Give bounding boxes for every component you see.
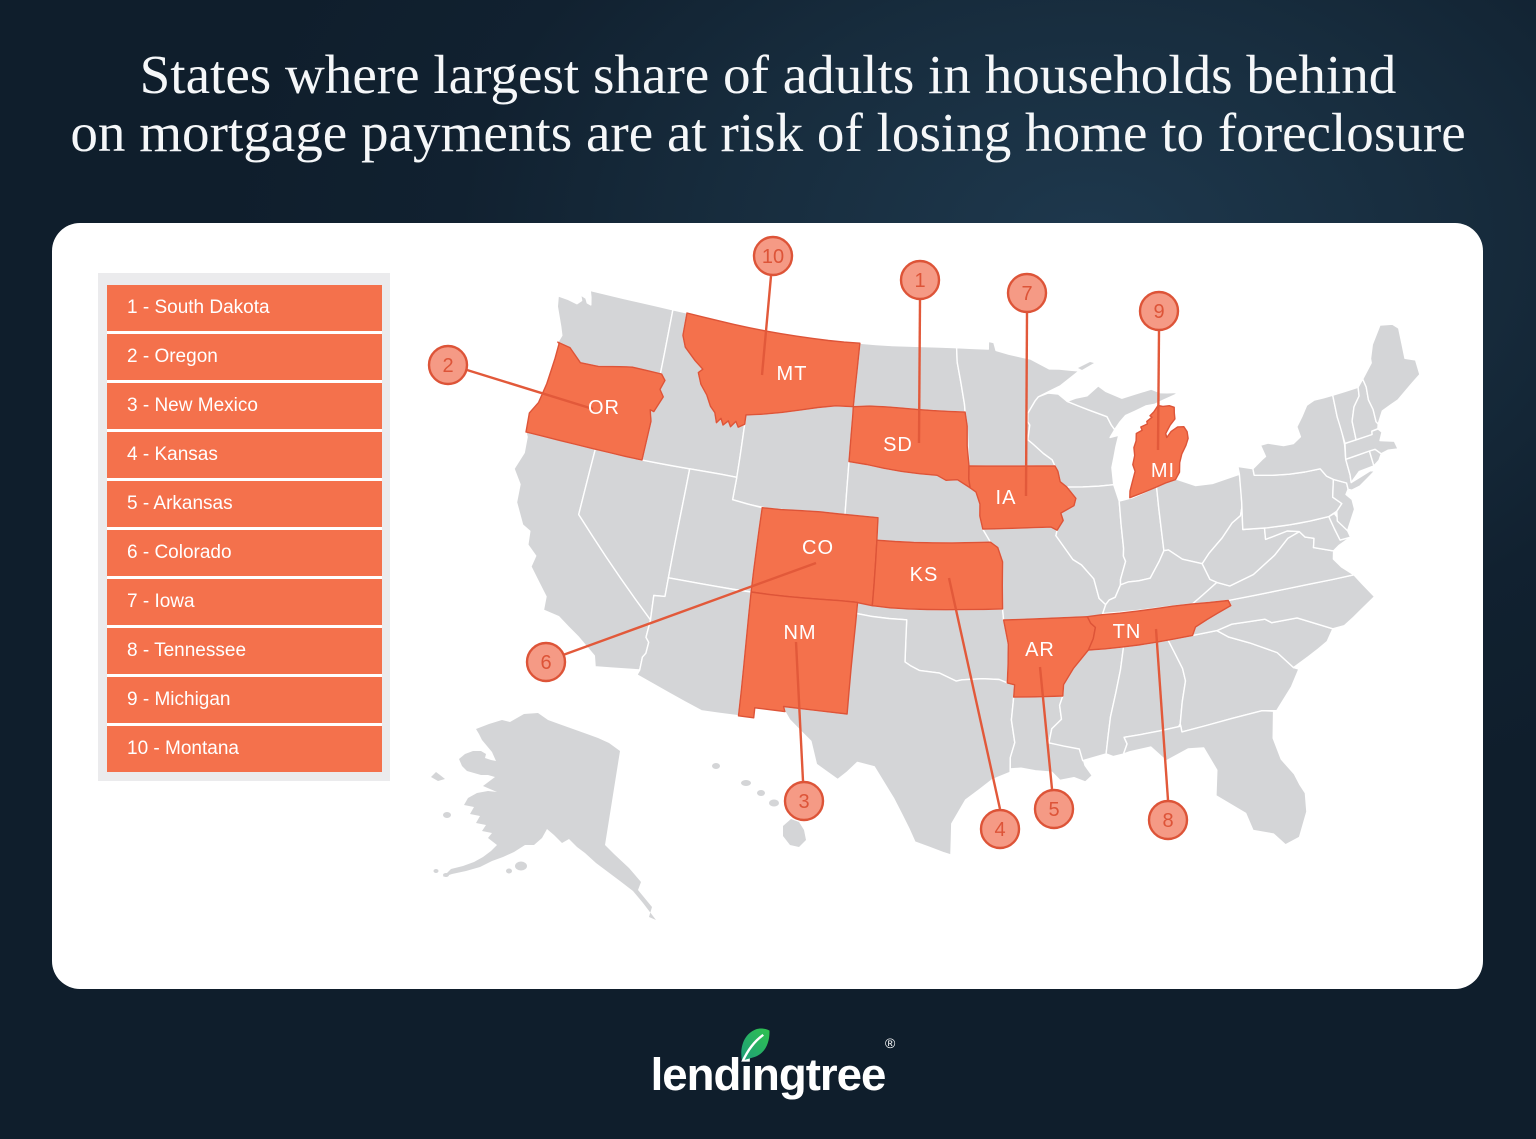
svg-text:CO: CO — [802, 537, 834, 559]
svg-text:NM: NM — [783, 622, 816, 644]
svg-text:8: 8 — [1162, 810, 1173, 832]
svg-text:9: 9 — [1153, 301, 1164, 323]
svg-text:OR: OR — [588, 397, 620, 419]
svg-text:IA: IA — [996, 487, 1017, 509]
svg-text:2: 2 — [442, 355, 453, 377]
svg-text:3: 3 — [798, 791, 809, 813]
svg-text:MI: MI — [1151, 460, 1175, 482]
svg-text:KS: KS — [910, 564, 939, 586]
svg-text:5: 5 — [1048, 799, 1059, 821]
svg-text:AR: AR — [1025, 639, 1055, 661]
svg-text:10: 10 — [762, 246, 784, 268]
svg-text:SD: SD — [883, 434, 913, 456]
svg-text:MT: MT — [777, 363, 808, 385]
svg-text:7: 7 — [1021, 283, 1032, 305]
svg-text:6: 6 — [540, 652, 551, 674]
svg-text:TN: TN — [1113, 621, 1142, 643]
svg-text:1: 1 — [914, 270, 925, 292]
svg-text:4: 4 — [994, 819, 1005, 841]
